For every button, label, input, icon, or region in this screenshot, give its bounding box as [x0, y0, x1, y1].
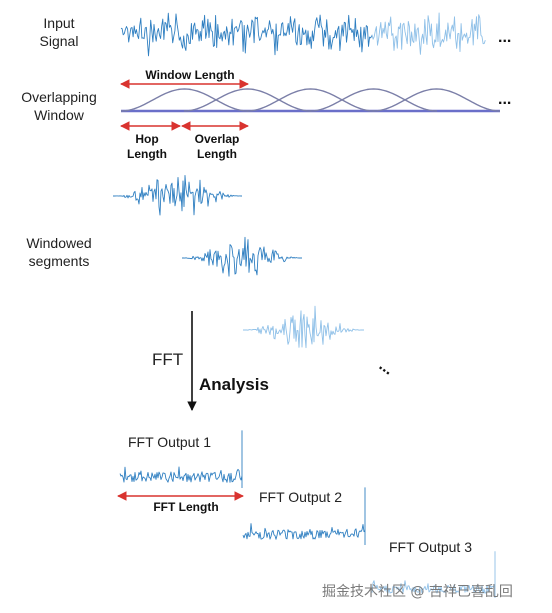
input-signal-label-line2: Signal — [40, 33, 79, 49]
analysis-label: Analysis — [199, 375, 269, 394]
overlapping-window-label-line1: Overlapping — [21, 89, 97, 105]
input-signal-ellipsis: ... — [498, 29, 511, 46]
input-signal-dark-trace — [120, 12, 373, 57]
input-signal-label-line1: Input — [43, 15, 74, 31]
fft-output-spectra — [119, 430, 496, 598]
fft-label: FFT — [152, 350, 183, 369]
fft-output-3-spectrum — [371, 551, 496, 598]
windowed-segments-label-line1: Windowed — [26, 235, 91, 251]
fft-output-2-label: FFT Output 2 — [259, 489, 342, 505]
fft-output-1-spectrum — [119, 430, 243, 488]
windowed-segment-3 — [243, 305, 364, 349]
hop-length-label-line1: Hop — [135, 132, 158, 146]
fft-output-3-label: FFT Output 3 — [389, 539, 472, 555]
overlapping-window-label-line2: Window — [34, 107, 85, 123]
window-curve-2 — [183, 88, 312, 112]
overlap-length-label-line1: Overlap — [195, 132, 240, 146]
window-curve-4 — [309, 88, 438, 112]
overlap-length-label-line2: Length — [197, 147, 237, 161]
windowed-segment-1 — [113, 174, 242, 216]
window-curve-3 — [246, 88, 375, 112]
window-curve-1 — [120, 88, 249, 112]
window-ellipsis: ... — [498, 91, 511, 108]
window-curve-5 — [372, 88, 501, 112]
input-signal-light-trace — [371, 12, 486, 55]
windowed-segments — [113, 174, 364, 349]
overlapping-windows — [120, 88, 501, 113]
hop-length-label-line2: Length — [127, 147, 167, 161]
fft-length-label: FFT Length — [153, 500, 218, 514]
windowed-segment-2 — [182, 236, 302, 277]
windowed-segments-label-line2: segments — [29, 253, 90, 269]
watermark: 掘金技术社区 @ 吉祥已喜乱回 — [322, 584, 513, 600]
fft-output-1-label: FFT Output 1 — [128, 434, 211, 450]
fft-output-2-spectrum — [242, 487, 366, 545]
window-length-label: Window Length — [145, 68, 234, 82]
input-signal-waveform — [120, 12, 486, 57]
segments-ellipsis: ... — [376, 357, 397, 379]
